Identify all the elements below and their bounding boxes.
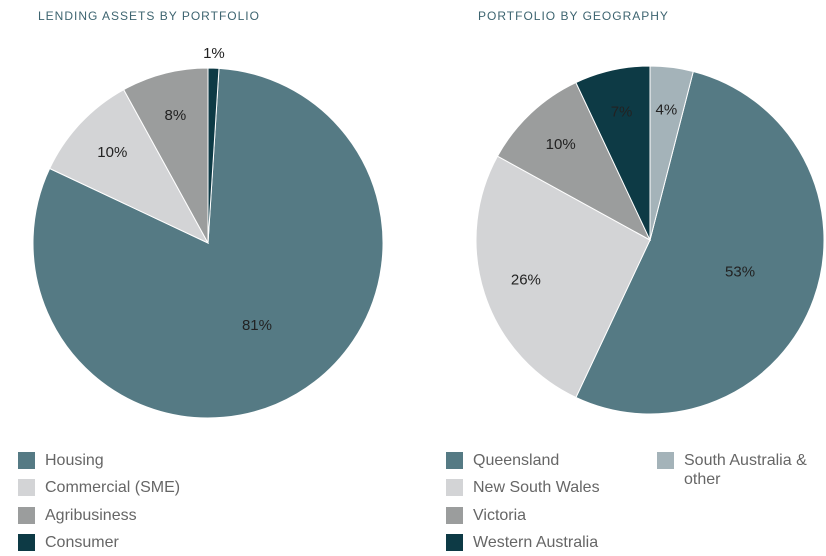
slice-label: 1% (203, 45, 225, 62)
legend-label: Consumer (45, 534, 119, 551)
slice-label: 10% (97, 144, 127, 161)
legend-swatch (18, 534, 35, 551)
legend-label: Agribusiness (45, 507, 137, 524)
legend-label: South Australia & other (684, 452, 807, 488)
slice-label: 26% (511, 271, 541, 288)
slice-label: 10% (546, 136, 576, 153)
legend-label: Western Australia (473, 534, 599, 551)
legend-item: Queensland (446, 451, 559, 470)
legend-swatch (18, 452, 35, 469)
legend-label: New South Wales (473, 479, 600, 496)
legend-swatch (18, 507, 35, 524)
slice-label: 53% (725, 263, 755, 280)
legend-swatch (18, 479, 35, 496)
legend-swatch (446, 534, 463, 551)
slice-label: 8% (165, 107, 187, 124)
legend-label: Commercial (SME) (45, 479, 181, 496)
pie-slice (207, 67, 220, 244)
legend-label: Housing (45, 452, 104, 469)
legend-swatch (446, 452, 463, 469)
slice-label: 7% (611, 104, 633, 121)
chart-title: LENDING ASSETS BY PORTFOLIO (38, 9, 260, 23)
legend-item: New South Wales (446, 478, 600, 497)
chart-title: PORTFOLIO BY GEOGRAPHY (478, 9, 669, 23)
legend-item: Agribusiness (18, 506, 137, 525)
legend-label: Victoria (473, 507, 527, 524)
legend-item: Housing (18, 451, 104, 470)
pie-slice (575, 70, 825, 415)
slice-label: 81% (242, 317, 272, 334)
legend-swatch (446, 507, 463, 524)
legend-item: Commercial (SME) (18, 478, 180, 497)
pie-slice (649, 65, 694, 241)
slice-label: 4% (656, 101, 678, 118)
pie-slice (48, 88, 210, 245)
pie-slice (496, 81, 652, 242)
legend-swatch (657, 452, 674, 469)
legend-item: Consumer (18, 533, 119, 552)
legend-label: Queensland (473, 452, 560, 469)
legend-item: South Australia & other (657, 451, 807, 489)
legend-item: Victoria (446, 506, 526, 525)
legend-item: Western Australia (446, 533, 598, 552)
legend-swatch (446, 479, 463, 496)
